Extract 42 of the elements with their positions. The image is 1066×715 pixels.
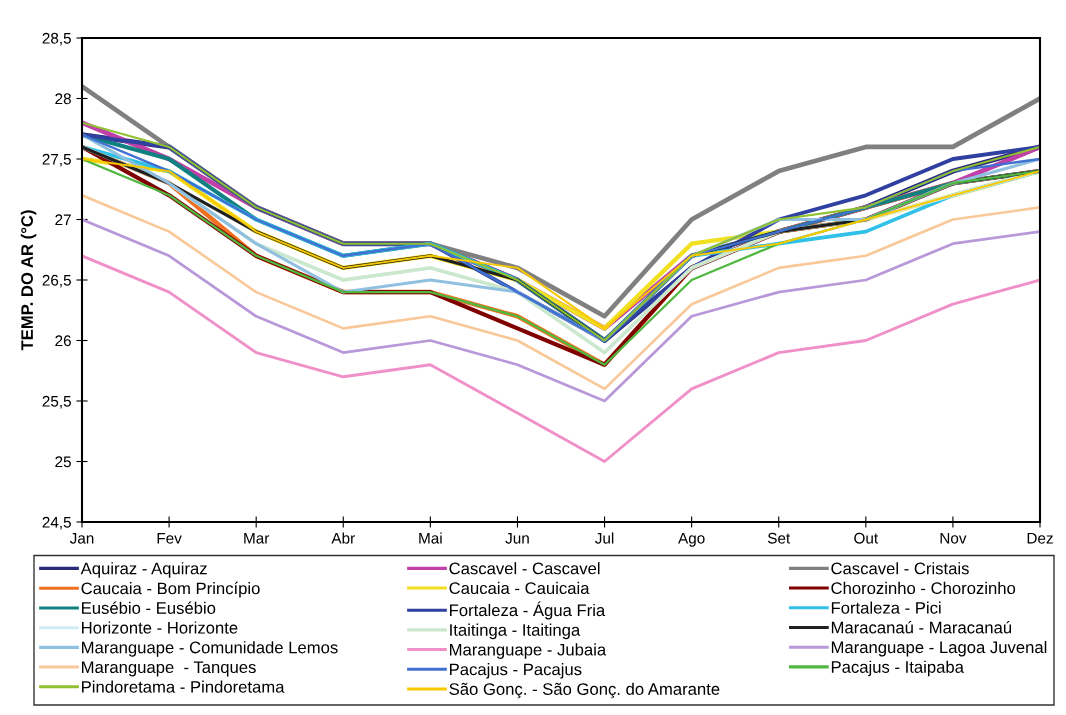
legend-label: Maracanaú - Maracanaú [831, 621, 1012, 634]
x-tick-label: Jan [69, 532, 94, 544]
legend-label: Maranguape - Jubaia [450, 643, 607, 659]
legend-label: Fortaleza - Pici [831, 601, 941, 614]
legend-label: São Gonç. - São Gonç. do Amarante [449, 682, 720, 699]
x-tick-label: Out [854, 532, 879, 544]
legend-label: Pacajus - Pacajus [450, 663, 582, 679]
y-tick-label: 25 [55, 456, 71, 468]
y-tick-label: 28 [55, 93, 71, 105]
x-tick-label: Jun [505, 532, 529, 544]
x-tick-label: Mai [419, 532, 442, 544]
x-tick-label: Dez [1027, 532, 1053, 544]
legend-label: Caucaia - Cauicaia [449, 581, 590, 595]
x-tick-label: Fev [157, 532, 182, 544]
legend-label: Itaitinga - Itaitinga [450, 623, 581, 640]
x-tick-label: Abr [331, 532, 355, 544]
y-tick-label: 25,5 [42, 395, 71, 409]
legend-label: Maranguape - Tanques [82, 661, 256, 677]
legend-label: Caucaia - Bom Princípio [81, 581, 260, 598]
y-tick-label: 26 [55, 335, 71, 347]
legend-label: Eusébio - Eusébio [82, 601, 216, 614]
y-tick-label: 27 [55, 214, 71, 226]
legend-label: Chorozinho - Chorozinho [831, 581, 1016, 595]
legend-label: Cascavel - Cascavel [449, 562, 600, 575]
x-tick-label: Ago [678, 532, 705, 547]
y-tick-label: 28,5 [42, 32, 71, 46]
legend-label: Cascavel - Cristais [831, 562, 969, 575]
legend-label: Pindoretama - Pindoretama [82, 680, 285, 693]
y-tick-label: 27,5 [42, 153, 71, 167]
legend-label: Maranguape - Comunidade Lemos [82, 641, 338, 657]
legend-label: Fortaleza - Água Fria [450, 601, 606, 620]
legend-label: Maranguape - Lagoa Juvenal [831, 640, 1047, 657]
y-axis-title: TEMP. DO AR (°C) [20, 210, 37, 351]
x-tick-label: Mar [244, 532, 270, 544]
x-tick-label: Nov [940, 532, 967, 544]
x-tick-label: Jul [595, 532, 614, 544]
legend-label: Aquiraz - Aquiraz [80, 562, 207, 578]
y-tick-label: 26,5 [42, 274, 71, 288]
x-tick-label: Set [767, 532, 791, 544]
legend-label: Pacajus - Itaipaba [831, 660, 964, 677]
legend-label: Horizonte - Horizonte [82, 621, 238, 634]
y-tick-label: 24,5 [42, 516, 71, 530]
